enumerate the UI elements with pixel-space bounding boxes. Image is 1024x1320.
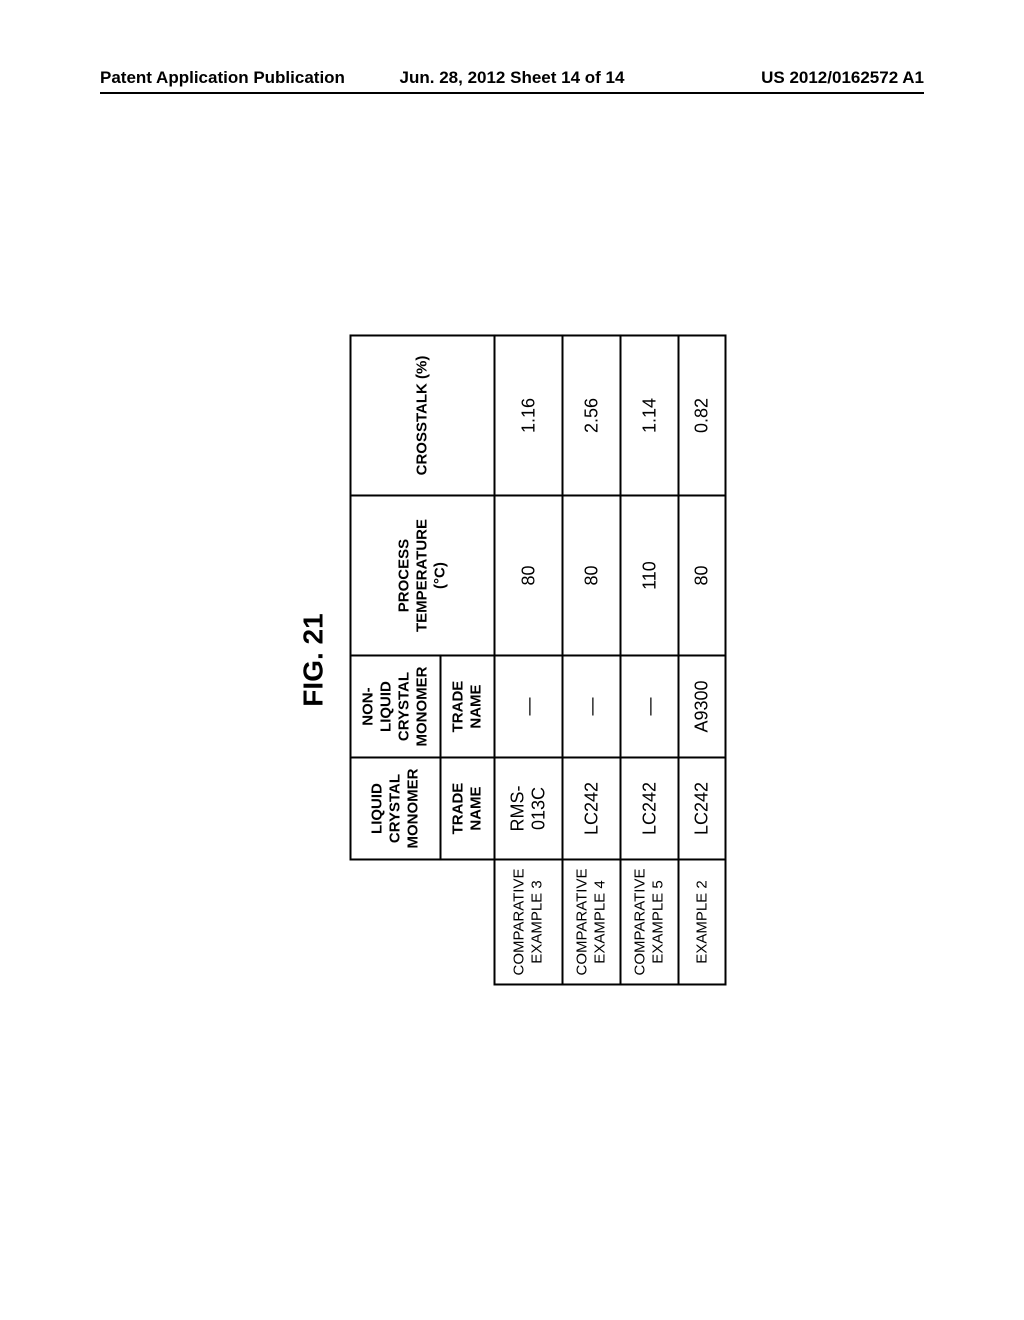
header-left: Patent Application Publication	[100, 68, 345, 88]
cell-crosstalk: 2.56	[563, 336, 621, 496]
cell-nonliquid: —	[495, 656, 563, 758]
cell-liquid: LC242	[621, 758, 679, 860]
table-row: COMPARATIVE EXAMPLE 4 LC242 — 80 2.56	[563, 336, 621, 985]
cell-nonliquid: —	[563, 656, 621, 758]
cell-temp: 110	[621, 496, 679, 656]
col-header-liquid: LIQUID CRYSTAL MONOMER	[351, 758, 441, 860]
sub-header-trade-2: TRADE NAME	[441, 656, 495, 758]
cell-liquid: LC242	[679, 758, 726, 860]
row-label: EXAMPLE 2	[679, 860, 726, 985]
col-header-temp: PROCESS TEMPERATURE (°C)	[351, 496, 495, 656]
row-label: COMPARATIVE EXAMPLE 3	[495, 860, 563, 985]
table-row: COMPARATIVE EXAMPLE 3 RMS-013C — 80 1.16	[495, 336, 563, 985]
row-label: COMPARATIVE EXAMPLE 5	[621, 860, 679, 985]
cell-temp: 80	[563, 496, 621, 656]
figure-content: FIG. 21 LIQUID CRYSTAL MONOMER NON-LIQUI…	[298, 335, 727, 986]
table-row: COMPARATIVE EXAMPLE 5 LC242 — 110 1.14	[621, 336, 679, 985]
header-right: US 2012/0162572 A1	[761, 68, 924, 88]
cell-crosstalk: 1.14	[621, 336, 679, 496]
cell-liquid: LC242	[563, 758, 621, 860]
cell-nonliquid: A9300	[679, 656, 726, 758]
header-divider	[100, 92, 924, 94]
figure-label: FIG. 21	[298, 335, 330, 986]
header-center: Jun. 28, 2012 Sheet 14 of 14	[400, 68, 625, 88]
col-header-crosstalk: CROSSTALK (%)	[351, 336, 495, 496]
col-header-nonliquid: NON-LIQUID CRYSTAL MONOMER	[351, 656, 441, 758]
data-table: LIQUID CRYSTAL MONOMER NON-LIQUID CRYSTA…	[350, 335, 727, 986]
sub-header-trade-1: TRADE NAME	[441, 758, 495, 860]
cell-temp: 80	[679, 496, 726, 656]
table-header-row-1: LIQUID CRYSTAL MONOMER NON-LIQUID CRYSTA…	[351, 336, 441, 985]
page-header: Patent Application Publication Jun. 28, …	[0, 68, 1024, 88]
corner-cell	[351, 860, 495, 985]
cell-crosstalk: 0.82	[679, 336, 726, 496]
cell-liquid: RMS-013C	[495, 758, 563, 860]
row-label: COMPARATIVE EXAMPLE 4	[563, 860, 621, 985]
cell-temp: 80	[495, 496, 563, 656]
table-row: EXAMPLE 2 LC242 A9300 80 0.82	[679, 336, 726, 985]
cell-nonliquid: —	[621, 656, 679, 758]
cell-crosstalk: 1.16	[495, 336, 563, 496]
